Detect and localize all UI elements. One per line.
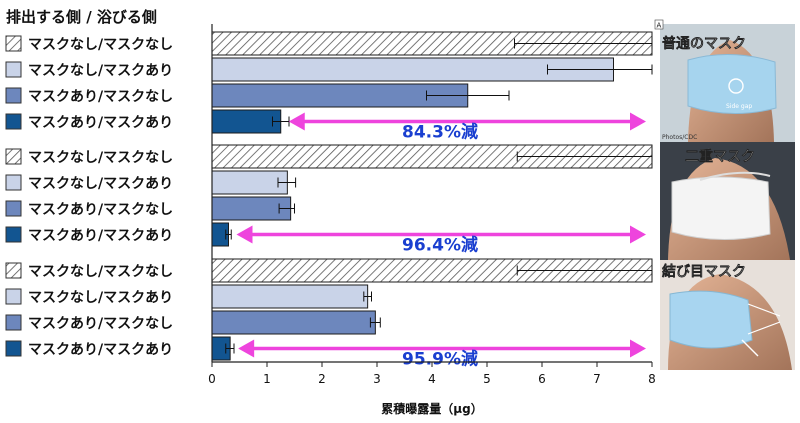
error-bar xyxy=(516,151,653,162)
error-bar xyxy=(277,177,297,188)
legend-swatch xyxy=(5,61,22,78)
legend-label: マスクなし/マスクなし xyxy=(28,150,173,166)
reduction-label: 84.3%減 xyxy=(402,122,478,143)
reduction-arrow xyxy=(236,225,646,244)
x-axis-label: 累積曝露量（μg） xyxy=(381,401,482,416)
photo-double-mask: 二重マスク xyxy=(660,142,795,260)
error-bar xyxy=(225,343,235,354)
error-bar xyxy=(514,38,653,49)
x-tick-label: 5 xyxy=(483,372,491,386)
bar xyxy=(211,109,282,134)
x-tick-label: 6 xyxy=(538,372,546,386)
x-tick-label: 3 xyxy=(373,372,381,386)
legend-label: マスクなし/マスクあり xyxy=(28,176,173,192)
reduction-arrow xyxy=(238,339,646,358)
error-bar xyxy=(516,265,653,276)
photo-surgical-mask: Side gap Photos/CDC A 普通のマスク xyxy=(654,19,795,142)
legend-swatch xyxy=(5,148,22,165)
x-tick-label: 4 xyxy=(428,372,436,386)
legend-swatch xyxy=(5,288,22,305)
legend-swatch xyxy=(5,174,22,191)
x-axis: 0 1 2 3 4 5 6 7 8 xyxy=(208,24,656,386)
legend-header: 排出する側 / 浴びる側 xyxy=(6,8,157,26)
bar xyxy=(211,310,376,335)
legend-swatch xyxy=(5,200,22,217)
legend-swatch xyxy=(5,314,22,331)
legend-label: マスクあり/マスクなし xyxy=(28,202,173,218)
x-tick-label: 0 xyxy=(208,372,216,386)
legend-swatch xyxy=(5,35,22,52)
photo-label-double: 二重マスク xyxy=(685,148,755,165)
x-tick-label: 1 xyxy=(263,372,271,386)
photo-tag: A xyxy=(657,22,662,30)
legend-label: マスクあり/マスクなし xyxy=(28,89,173,105)
legend-label: マスクあり/マスクあり xyxy=(28,228,173,244)
error-bar xyxy=(363,291,372,302)
plot-area: 84.3%減 96.4%減 95.9%減 xyxy=(211,31,653,370)
legend-swatch xyxy=(5,113,22,130)
error-bar xyxy=(369,317,381,328)
legend-swatch xyxy=(5,87,22,104)
legend-label: マスクなし/マスクなし xyxy=(28,264,173,280)
reduction-arrow xyxy=(288,112,646,131)
legend-label: マスクあり/マスクなし xyxy=(28,316,173,332)
photo-label-knotted: 結び目マスク xyxy=(662,263,746,280)
photo-label-surgical: 普通のマスク xyxy=(662,35,746,52)
bar xyxy=(211,170,288,195)
error-bar xyxy=(278,203,295,214)
reduction-label: 95.9%減 xyxy=(402,349,478,370)
error-bar xyxy=(547,64,653,75)
legend-label: マスクなし/マスクなし xyxy=(28,37,173,53)
photo-knotted-mask: 結び目マスク xyxy=(660,260,795,370)
photo-credit: Photos/CDC xyxy=(662,134,697,141)
reduction-label: 96.4%減 xyxy=(402,235,478,256)
photo-side-gap-note: Side gap xyxy=(726,103,752,110)
legend: マスクなし/マスクなしマスクなし/マスクありマスクあり/マスクなしマスクあり/マ… xyxy=(5,35,173,358)
legend-label: マスクあり/マスクあり xyxy=(28,115,173,131)
bar xyxy=(211,284,369,309)
legend-label: マスクなし/マスクあり xyxy=(28,290,173,306)
error-bar xyxy=(225,229,232,240)
legend-swatch xyxy=(5,226,22,243)
x-tick-label: 7 xyxy=(593,372,601,386)
legend-swatch xyxy=(5,262,22,279)
error-bar xyxy=(426,90,510,101)
x-tick-label: 2 xyxy=(318,372,326,386)
x-tick-label: 8 xyxy=(648,372,656,386)
legend-label: マスクなし/マスクあり xyxy=(28,63,173,79)
legend-label: マスクあり/マスクあり xyxy=(28,342,173,358)
legend-swatch xyxy=(5,340,22,357)
